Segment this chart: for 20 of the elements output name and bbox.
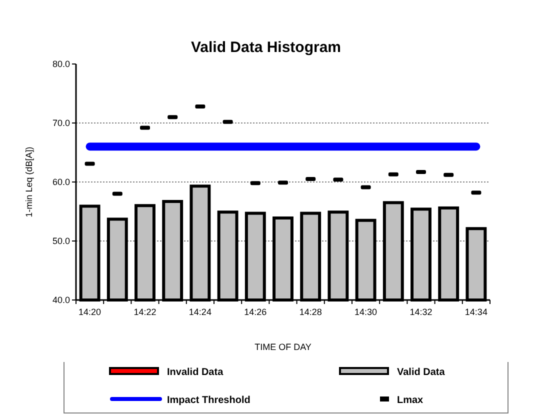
y-tick-label: 70.0	[52, 118, 70, 128]
x-axis-title: TIME OF DAY	[254, 342, 312, 352]
x-tick-label: 14:20	[78, 307, 102, 317]
chart-title: Valid Data Histogram	[190, 39, 342, 56]
legend-label: Lmax	[397, 395, 424, 406]
x-tick-label: 14:28	[299, 307, 322, 317]
x-tick-label: 14:32	[410, 307, 432, 317]
y-tick-label: 40.0	[52, 295, 70, 305]
x-tick-label: 14:24	[188, 307, 212, 317]
x-tick-label: 14:30	[354, 307, 378, 317]
y-tick-label: 50.0	[52, 236, 70, 246]
legend-label: Valid Data	[397, 367, 446, 378]
x-tick-label: 14:34	[464, 307, 488, 317]
y-axis-title: 1-min Leq (dB[A])	[24, 146, 34, 218]
x-tick-label: 14:22	[134, 307, 156, 317]
legend-label: Impact Threshold	[167, 395, 250, 406]
y-tick-label: 80.0	[52, 59, 70, 69]
legend-label: Invalid Data	[167, 367, 224, 378]
y-tick-label: 60.0	[52, 177, 70, 187]
x-tick-label: 14:26	[244, 307, 267, 317]
